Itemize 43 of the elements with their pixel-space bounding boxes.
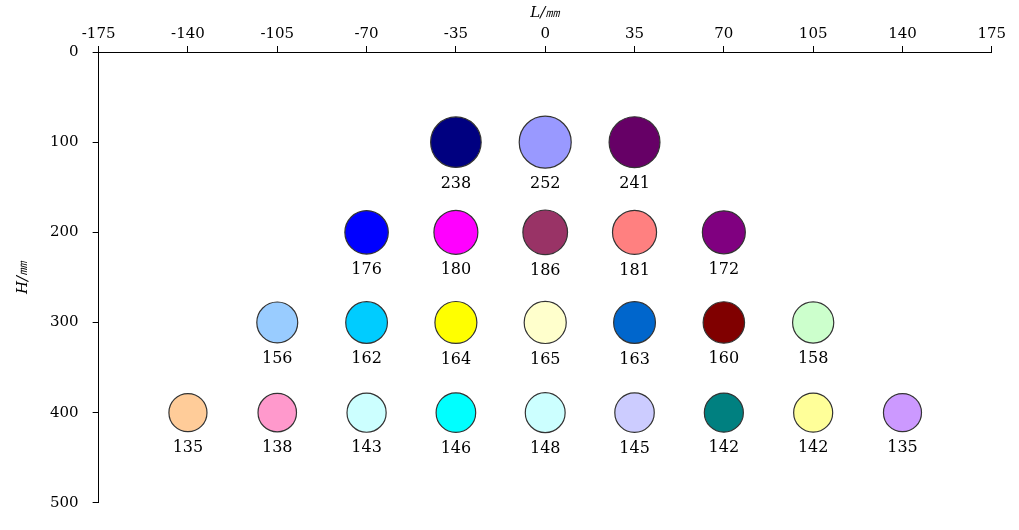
x-tick-label: -105: [260, 23, 295, 42]
x-tick-label: 70: [714, 23, 734, 42]
data-label: 252: [529, 173, 561, 193]
y-axis-title: H/㎜: [12, 259, 31, 295]
x-tick-label: -35: [443, 23, 468, 42]
y-tick-label: 400: [49, 402, 79, 421]
x-tick-label: 0: [540, 23, 550, 42]
data-label: 180: [440, 259, 472, 279]
y-tick-label: 500: [49, 492, 79, 511]
x-tick-label: 35: [624, 23, 645, 42]
data-label: 176: [351, 259, 382, 279]
y-tick-label: 200: [49, 222, 79, 241]
data-label: 142: [797, 437, 829, 457]
x-tick-label: -175: [81, 23, 116, 42]
data-label: 135: [172, 436, 204, 456]
data-label: 142: [708, 437, 740, 457]
data-label: 138: [261, 437, 293, 457]
x-tick-label: -70: [354, 23, 379, 42]
x-axis-title: L/㎜: [529, 2, 562, 21]
data-label: 145: [619, 437, 650, 457]
y-tick-label: 100: [49, 132, 79, 151]
y-tick-label: 300: [49, 312, 79, 331]
x-tick-label: 140: [888, 23, 917, 42]
data-label: 163: [619, 348, 650, 368]
data-label: 162: [351, 348, 382, 368]
data-label: 172: [708, 258, 740, 278]
data-label: 158: [797, 348, 829, 368]
data-label: 165: [529, 348, 561, 368]
data-label: 135: [887, 436, 918, 456]
data-label: 156: [261, 348, 293, 368]
x-tick-label: -140: [171, 23, 205, 42]
data-label: 181: [619, 259, 650, 279]
x-tick-label: 175: [977, 23, 1007, 42]
data-label: 186: [529, 259, 561, 279]
data-label: 146: [440, 437, 472, 457]
data-label: 143: [351, 437, 382, 457]
y-tick-label: 0: [69, 41, 79, 60]
data-label: 160: [708, 348, 740, 368]
data-label: 164: [440, 348, 472, 368]
x-tick-label: 105: [798, 23, 828, 42]
data-label: 241: [619, 172, 650, 192]
data-label: 148: [529, 437, 561, 457]
data-label: 238: [440, 172, 472, 192]
